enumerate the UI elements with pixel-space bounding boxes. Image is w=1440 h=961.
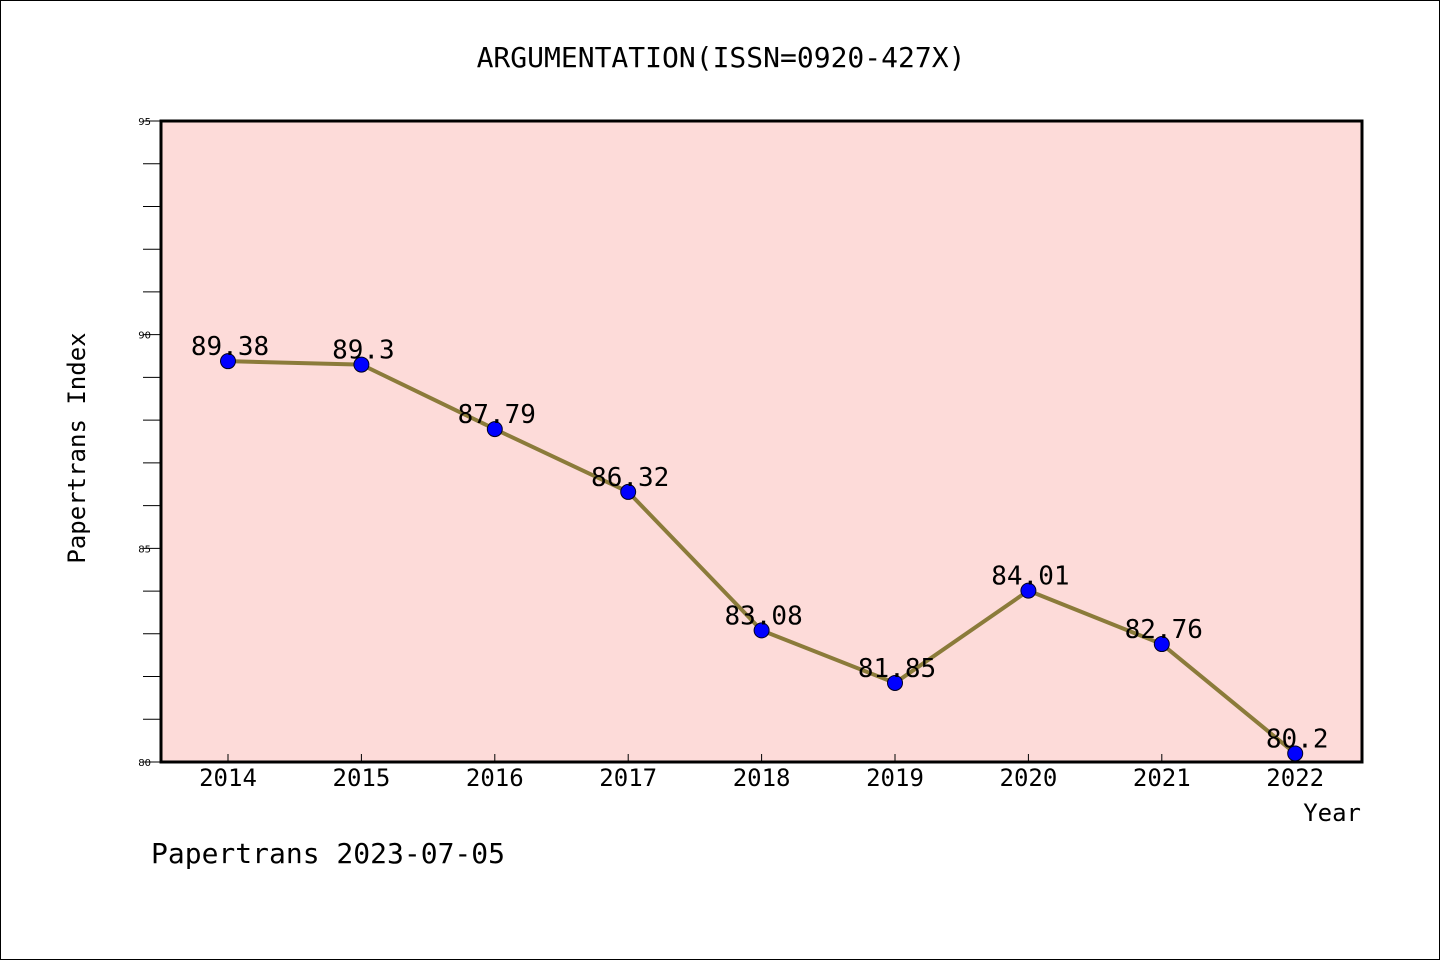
y-tick-label: 85 bbox=[138, 544, 151, 555]
data-point bbox=[753, 622, 770, 639]
plot-border bbox=[159, 119, 1364, 764]
x-tick-label: 2022 bbox=[1266, 764, 1324, 792]
data-label: 89.3 bbox=[332, 336, 395, 366]
data-points bbox=[220, 353, 1304, 762]
data-label: 84.01 bbox=[991, 562, 1069, 592]
data-label: 86.32 bbox=[591, 463, 669, 493]
y-tick-label: 95 bbox=[138, 117, 151, 128]
data-point bbox=[1020, 582, 1037, 599]
y-tick-label: 90 bbox=[138, 331, 151, 342]
x-tick-label: 2016 bbox=[466, 764, 524, 792]
data-point bbox=[486, 421, 503, 438]
footer-credit: Papertrans 2023-07-05 bbox=[151, 837, 506, 870]
x-tick-label: 2018 bbox=[733, 764, 791, 792]
data-label: 89.38 bbox=[191, 332, 269, 362]
data-label: 83.08 bbox=[724, 601, 802, 631]
data-point bbox=[1153, 636, 1170, 653]
data-labels: 89.38 89.3 87.79 86.32 83.08 81.85 84.01 82.76 8… bbox=[191, 332, 1329, 754]
data-label: 81.85 bbox=[858, 654, 936, 684]
x-tick-label: 2020 bbox=[1000, 764, 1058, 792]
x-tick-label: 2014 bbox=[199, 764, 257, 792]
x-tick-label: 2019 bbox=[866, 764, 924, 792]
data-label: 80.2 bbox=[1266, 724, 1329, 754]
plot-area bbox=[161, 121, 1362, 762]
x-tick-label: 2021 bbox=[1133, 764, 1191, 792]
data-point bbox=[353, 356, 370, 373]
y-axis-label: Papertrans Index bbox=[63, 332, 91, 563]
data-label: 82.76 bbox=[1125, 615, 1203, 645]
x-tick-label: 2017 bbox=[599, 764, 657, 792]
y-tick-label: 80 bbox=[138, 758, 151, 769]
data-label: 87.79 bbox=[458, 400, 536, 430]
data-point bbox=[887, 674, 903, 691]
data-point bbox=[620, 483, 637, 500]
x-axis: 2014 2015 2016 2017 2018 2019 2020 2021 2022 bbox=[199, 754, 1324, 792]
x-tick-label: 2015 bbox=[333, 764, 391, 792]
y-axis: 80 85 90 95 bbox=[138, 117, 161, 769]
data-point bbox=[220, 353, 236, 370]
chart-title: ARGUMENTATION(ISSN=0920-427X) bbox=[477, 41, 966, 74]
x-axis-label: Year bbox=[1303, 799, 1361, 827]
